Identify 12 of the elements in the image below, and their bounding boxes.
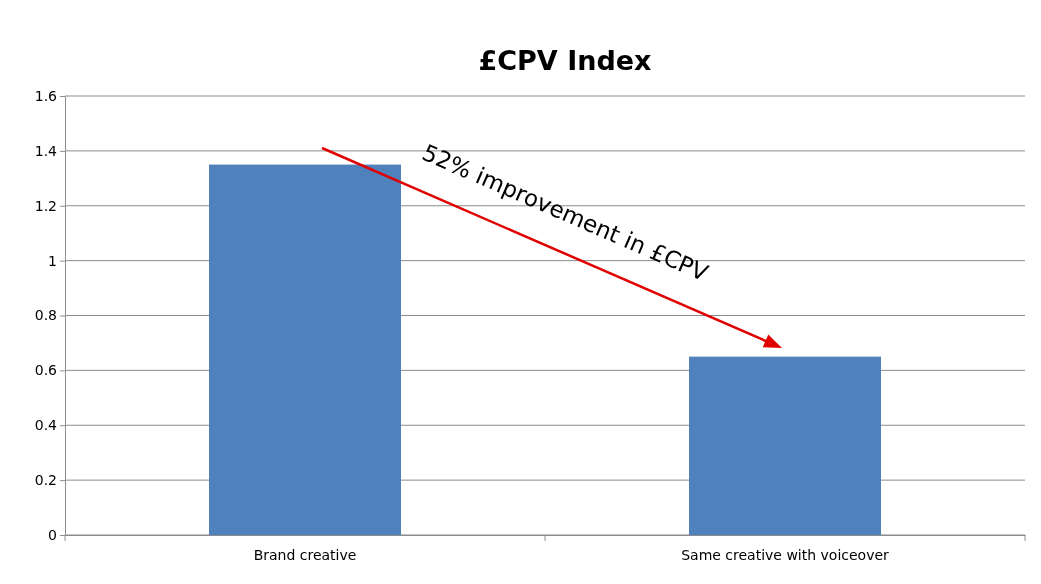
y-tick-label: 0 <box>48 526 57 543</box>
y-tick-label: 1.4 <box>34 142 58 159</box>
x-tick-label: Brand creative <box>253 547 357 564</box>
y-tick-label: 0.2 <box>34 472 57 489</box>
y-tick-label: 1.6 <box>34 87 58 104</box>
y-tick-label: 0.8 <box>34 307 57 324</box>
chart-title: £CPV Index <box>478 45 652 76</box>
y-tick-label: 1.2 <box>34 197 57 214</box>
y-tick-label: 0.6 <box>34 362 58 379</box>
x-tick-label: Same creative with voiceover <box>681 547 890 564</box>
y-tick-label: 0.4 <box>34 417 58 434</box>
y-tick-label: 1 <box>48 252 57 269</box>
